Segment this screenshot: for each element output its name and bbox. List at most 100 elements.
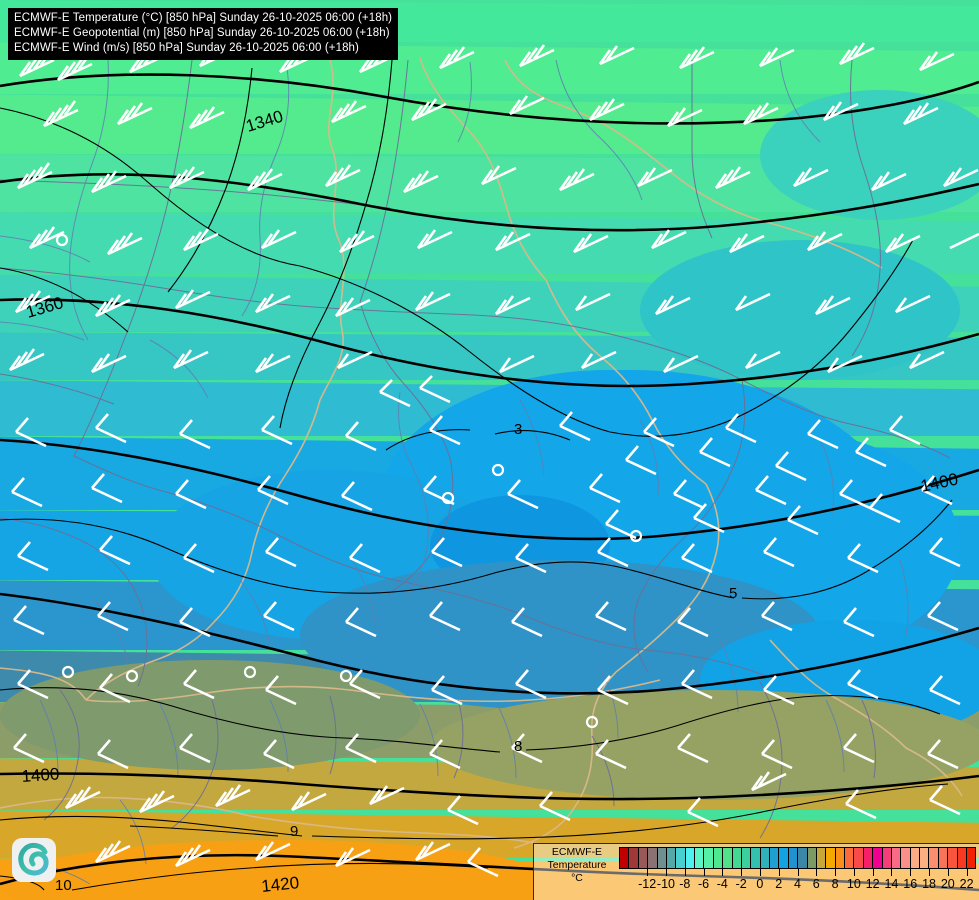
colorbar-tick — [816, 869, 818, 876]
colorbar-tick — [910, 869, 912, 876]
colorbar-tick-label: 10 — [846, 877, 861, 891]
temperature-pool — [640, 240, 960, 380]
colorbar-tick-label: 6 — [812, 877, 820, 891]
colorbar-tick — [947, 869, 949, 876]
colorbar-tick — [778, 869, 780, 876]
colorbar-swatch — [873, 848, 883, 868]
colorbar-swatch — [854, 848, 864, 868]
colorbar-swatch — [741, 848, 752, 868]
colorbar-swatch — [704, 848, 714, 868]
wind-barbs — [8, 42, 979, 878]
colorbar-tick — [665, 869, 667, 876]
colorbar-tick — [797, 869, 799, 876]
colorbar-tick-label: -2 — [735, 877, 747, 891]
colorbar-swatch — [779, 848, 789, 868]
colorbar-swatch — [891, 848, 902, 868]
colorbar-tick-label: 22 — [959, 877, 974, 891]
colorbar-tick-label: -4 — [716, 877, 728, 891]
colorbar-tick — [759, 869, 761, 876]
colorbar-swatch — [685, 848, 695, 868]
colorbar-tick-label: 4 — [794, 877, 801, 891]
colorbar-swatch — [638, 848, 649, 868]
geop-label: 1400 — [21, 764, 60, 786]
colorbar-swatch — [863, 848, 874, 868]
colorbar-swatch — [807, 848, 817, 868]
colorbar-tick-label: 20 — [940, 877, 955, 891]
colorbar-swatch — [966, 848, 976, 868]
coastline-paths — [0, 57, 963, 849]
colorbar-tick — [835, 869, 837, 876]
colorbar-tick — [741, 869, 743, 876]
colorbar-swatch — [657, 848, 667, 868]
colorbar-swatch — [929, 848, 939, 868]
colorbar-tick — [891, 869, 893, 876]
colorbar-tick — [722, 869, 724, 876]
colorbar-tick-label: 16 — [903, 877, 918, 891]
colorbar-tick-label: 12 — [865, 877, 880, 891]
colorbar-swatch — [666, 848, 677, 868]
colorbar-tick — [872, 869, 874, 876]
colorbar-swatch — [957, 848, 967, 868]
colorbar-swatch — [676, 848, 686, 868]
geopotential-contours — [0, 73, 979, 892]
chart-title-block: ECMWF-E Temperature (°C) [850 hPa] Sunda… — [8, 8, 399, 60]
colorbar-swatch — [816, 848, 827, 868]
colorbar-swatch — [629, 848, 639, 868]
geop-label: 1340 — [244, 107, 286, 136]
colorbar-tick — [853, 869, 855, 876]
isotherm-contours — [0, 59, 953, 891]
title-line-temperature: ECMWF-E Temperature (°C) [850 hPa] Sunda… — [14, 12, 393, 24]
isotherm-label: 8 — [514, 738, 522, 755]
colorbar-swatch — [948, 848, 958, 868]
legend-caption: ECMWF-E Temperature °C — [538, 846, 616, 885]
colorbar-swatch — [920, 848, 930, 868]
colorbar-tick — [684, 869, 686, 876]
country-border-paths — [0, 59, 951, 839]
colorbar-swatch — [723, 848, 733, 868]
legend-model-label: ECMWF-E — [551, 846, 603, 858]
colorbar-tick-label: -10 — [656, 877, 676, 891]
colorbar-swatch — [648, 848, 658, 868]
colorbar-swatch — [713, 848, 724, 868]
colorbar-tick-label: -8 — [679, 877, 691, 891]
colorbar-swatch — [882, 848, 892, 868]
colorbar-swatch — [788, 848, 799, 868]
legend-parameter-label: Temperature — [547, 859, 607, 871]
isotherm-label: 3 — [514, 421, 522, 438]
colorbar-swatch — [835, 848, 845, 868]
temperature-pool — [430, 690, 979, 800]
colorbar-tick-label: -12 — [638, 877, 657, 891]
colorbar-tick-label: 18 — [922, 877, 936, 891]
colorbar-swatch — [845, 848, 855, 868]
colorbar — [619, 847, 976, 869]
geop-label: 1400 — [919, 469, 960, 495]
colorbar-swatch — [695, 848, 705, 868]
colorbar-swatch — [938, 848, 949, 868]
colorbar-swatch — [770, 848, 780, 868]
legend-unit-label: °C — [571, 872, 583, 884]
colorbar-swatch — [732, 848, 742, 868]
cyclone-spiral-icon[interactable] — [12, 838, 56, 882]
title-line-geopotential: ECMWF-E Geopotential (m) [850 hPa] Sunda… — [14, 27, 390, 39]
colorbar-swatch — [798, 848, 808, 868]
cyclone-spiral-glyph — [18, 842, 49, 876]
isotherm-label: 9 — [290, 823, 298, 840]
title-line-wind: ECMWF-E Wind (m/s) [850 hPa] Sunday 26-1… — [14, 42, 359, 54]
colorbar-tick-label: 0 — [756, 877, 764, 891]
colorbar-swatch — [760, 848, 770, 868]
river-paths — [0, 59, 909, 885]
colorbar-swatch — [620, 848, 630, 868]
geop-label: 1420 — [260, 873, 300, 896]
isotherm-label: 10 — [55, 877, 72, 894]
colorbar-tick-label: 8 — [831, 877, 839, 891]
colorbar-swatch — [901, 848, 911, 868]
colorbar-tick-label: -6 — [697, 877, 710, 891]
colorbar-wrapper: -12-10-8-6-4-202468101214161820222426 — [619, 847, 979, 893]
isotherm-labels: 3 5 8 9 10 — [55, 421, 737, 894]
colorbar-tick — [703, 869, 705, 876]
colorbar-tick — [647, 869, 649, 876]
colorbar-tick-label: 2 — [775, 877, 783, 891]
colorbar-ticks — [619, 869, 976, 877]
colorbar-tick — [966, 869, 968, 876]
